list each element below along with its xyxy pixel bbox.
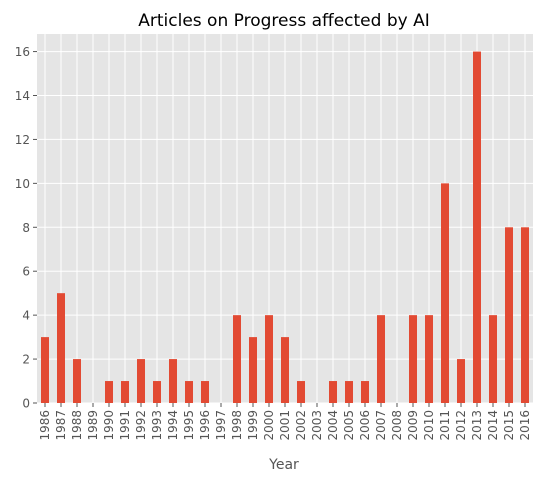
x-tick-label: 2004 xyxy=(326,410,340,441)
bar-1987 xyxy=(57,293,65,403)
y-tick-label: 8 xyxy=(22,221,30,235)
x-tick-label: 1998 xyxy=(230,410,244,441)
bar-1993 xyxy=(153,381,161,403)
bar-1996 xyxy=(201,381,209,403)
bar-1986 xyxy=(41,337,49,403)
bar-1995 xyxy=(185,381,193,403)
y-tick-label: 0 xyxy=(22,397,30,411)
x-tick-label: 1990 xyxy=(102,410,116,441)
x-tick-label: 1994 xyxy=(166,410,180,441)
bar-2006 xyxy=(361,381,369,403)
x-tick-label: 2002 xyxy=(294,410,308,441)
bar-2002 xyxy=(297,381,305,403)
y-tick-label: 6 xyxy=(22,265,30,279)
x-tick-label: 2009 xyxy=(406,410,420,441)
chart-title: Articles on Progress affected by AI xyxy=(138,11,429,31)
bar-2001 xyxy=(281,337,289,403)
x-tick-label: 2005 xyxy=(342,410,356,441)
bar-2012 xyxy=(457,359,465,403)
bar-2015 xyxy=(505,227,513,403)
x-tick-label: 1995 xyxy=(182,410,196,441)
bar-1990 xyxy=(105,381,113,403)
x-tick-label: 2001 xyxy=(278,410,292,441)
x-tick-label: 2015 xyxy=(502,410,516,441)
x-tick-label: 1986 xyxy=(38,410,52,441)
bar-1998 xyxy=(233,315,241,403)
x-tick-label: 2008 xyxy=(390,410,404,441)
x-tick-label: 2016 xyxy=(518,410,532,441)
bar-2014 xyxy=(489,315,497,403)
x-tick-label: 1997 xyxy=(214,410,228,441)
y-tick-label: 4 xyxy=(22,309,30,323)
bar-2011 xyxy=(441,183,449,403)
x-tick-label: 2007 xyxy=(374,410,388,441)
x-axis-label: Year xyxy=(268,457,299,473)
x-tick-label: 2003 xyxy=(310,410,324,441)
bar-2005 xyxy=(345,381,353,403)
x-tick-label: 1996 xyxy=(198,410,212,441)
bar-2010 xyxy=(425,315,433,403)
x-tick-label: 2010 xyxy=(422,410,436,441)
x-tick-label: 2013 xyxy=(470,410,484,441)
x-tick-label: 1999 xyxy=(246,410,260,441)
bar-2013 xyxy=(473,51,481,403)
x-tick-label: 2012 xyxy=(454,410,468,441)
x-tick-label: 1991 xyxy=(118,410,132,441)
x-tick-label: 2006 xyxy=(358,410,372,441)
bar-2004 xyxy=(329,381,337,403)
bar-1994 xyxy=(169,359,177,403)
bar-2016 xyxy=(521,227,529,403)
bar-2007 xyxy=(377,315,385,403)
x-axis-ticks: 1986 1987 1988 1989 1990 1991 1992 1993 1994 1995… xyxy=(38,403,532,441)
y-tick-label: 14 xyxy=(15,89,30,103)
y-tick-label: 2 xyxy=(22,353,30,367)
bar-1991 xyxy=(121,381,129,403)
x-tick-label: 1987 xyxy=(54,410,68,441)
bars xyxy=(41,51,529,403)
y-axis-ticks: 0 2 4 6 8 10 12 14 16 xyxy=(15,45,37,411)
x-tick-label: 1992 xyxy=(134,410,148,441)
bar-2000 xyxy=(265,315,273,403)
y-tick-label: 10 xyxy=(15,177,30,191)
x-tick-label: 2011 xyxy=(438,410,452,441)
bar-1999 xyxy=(249,337,257,403)
x-tick-label: 2014 xyxy=(486,410,500,441)
y-tick-label: 16 xyxy=(15,45,30,59)
bar-1992 xyxy=(137,359,145,403)
x-tick-label: 1989 xyxy=(86,410,100,441)
y-tick-label: 12 xyxy=(15,133,30,147)
bar-1988 xyxy=(73,359,81,403)
x-tick-label: 2000 xyxy=(262,410,276,441)
x-tick-label: 1988 xyxy=(70,410,84,441)
x-tick-label: 1993 xyxy=(150,410,164,441)
bar-2009 xyxy=(409,315,417,403)
